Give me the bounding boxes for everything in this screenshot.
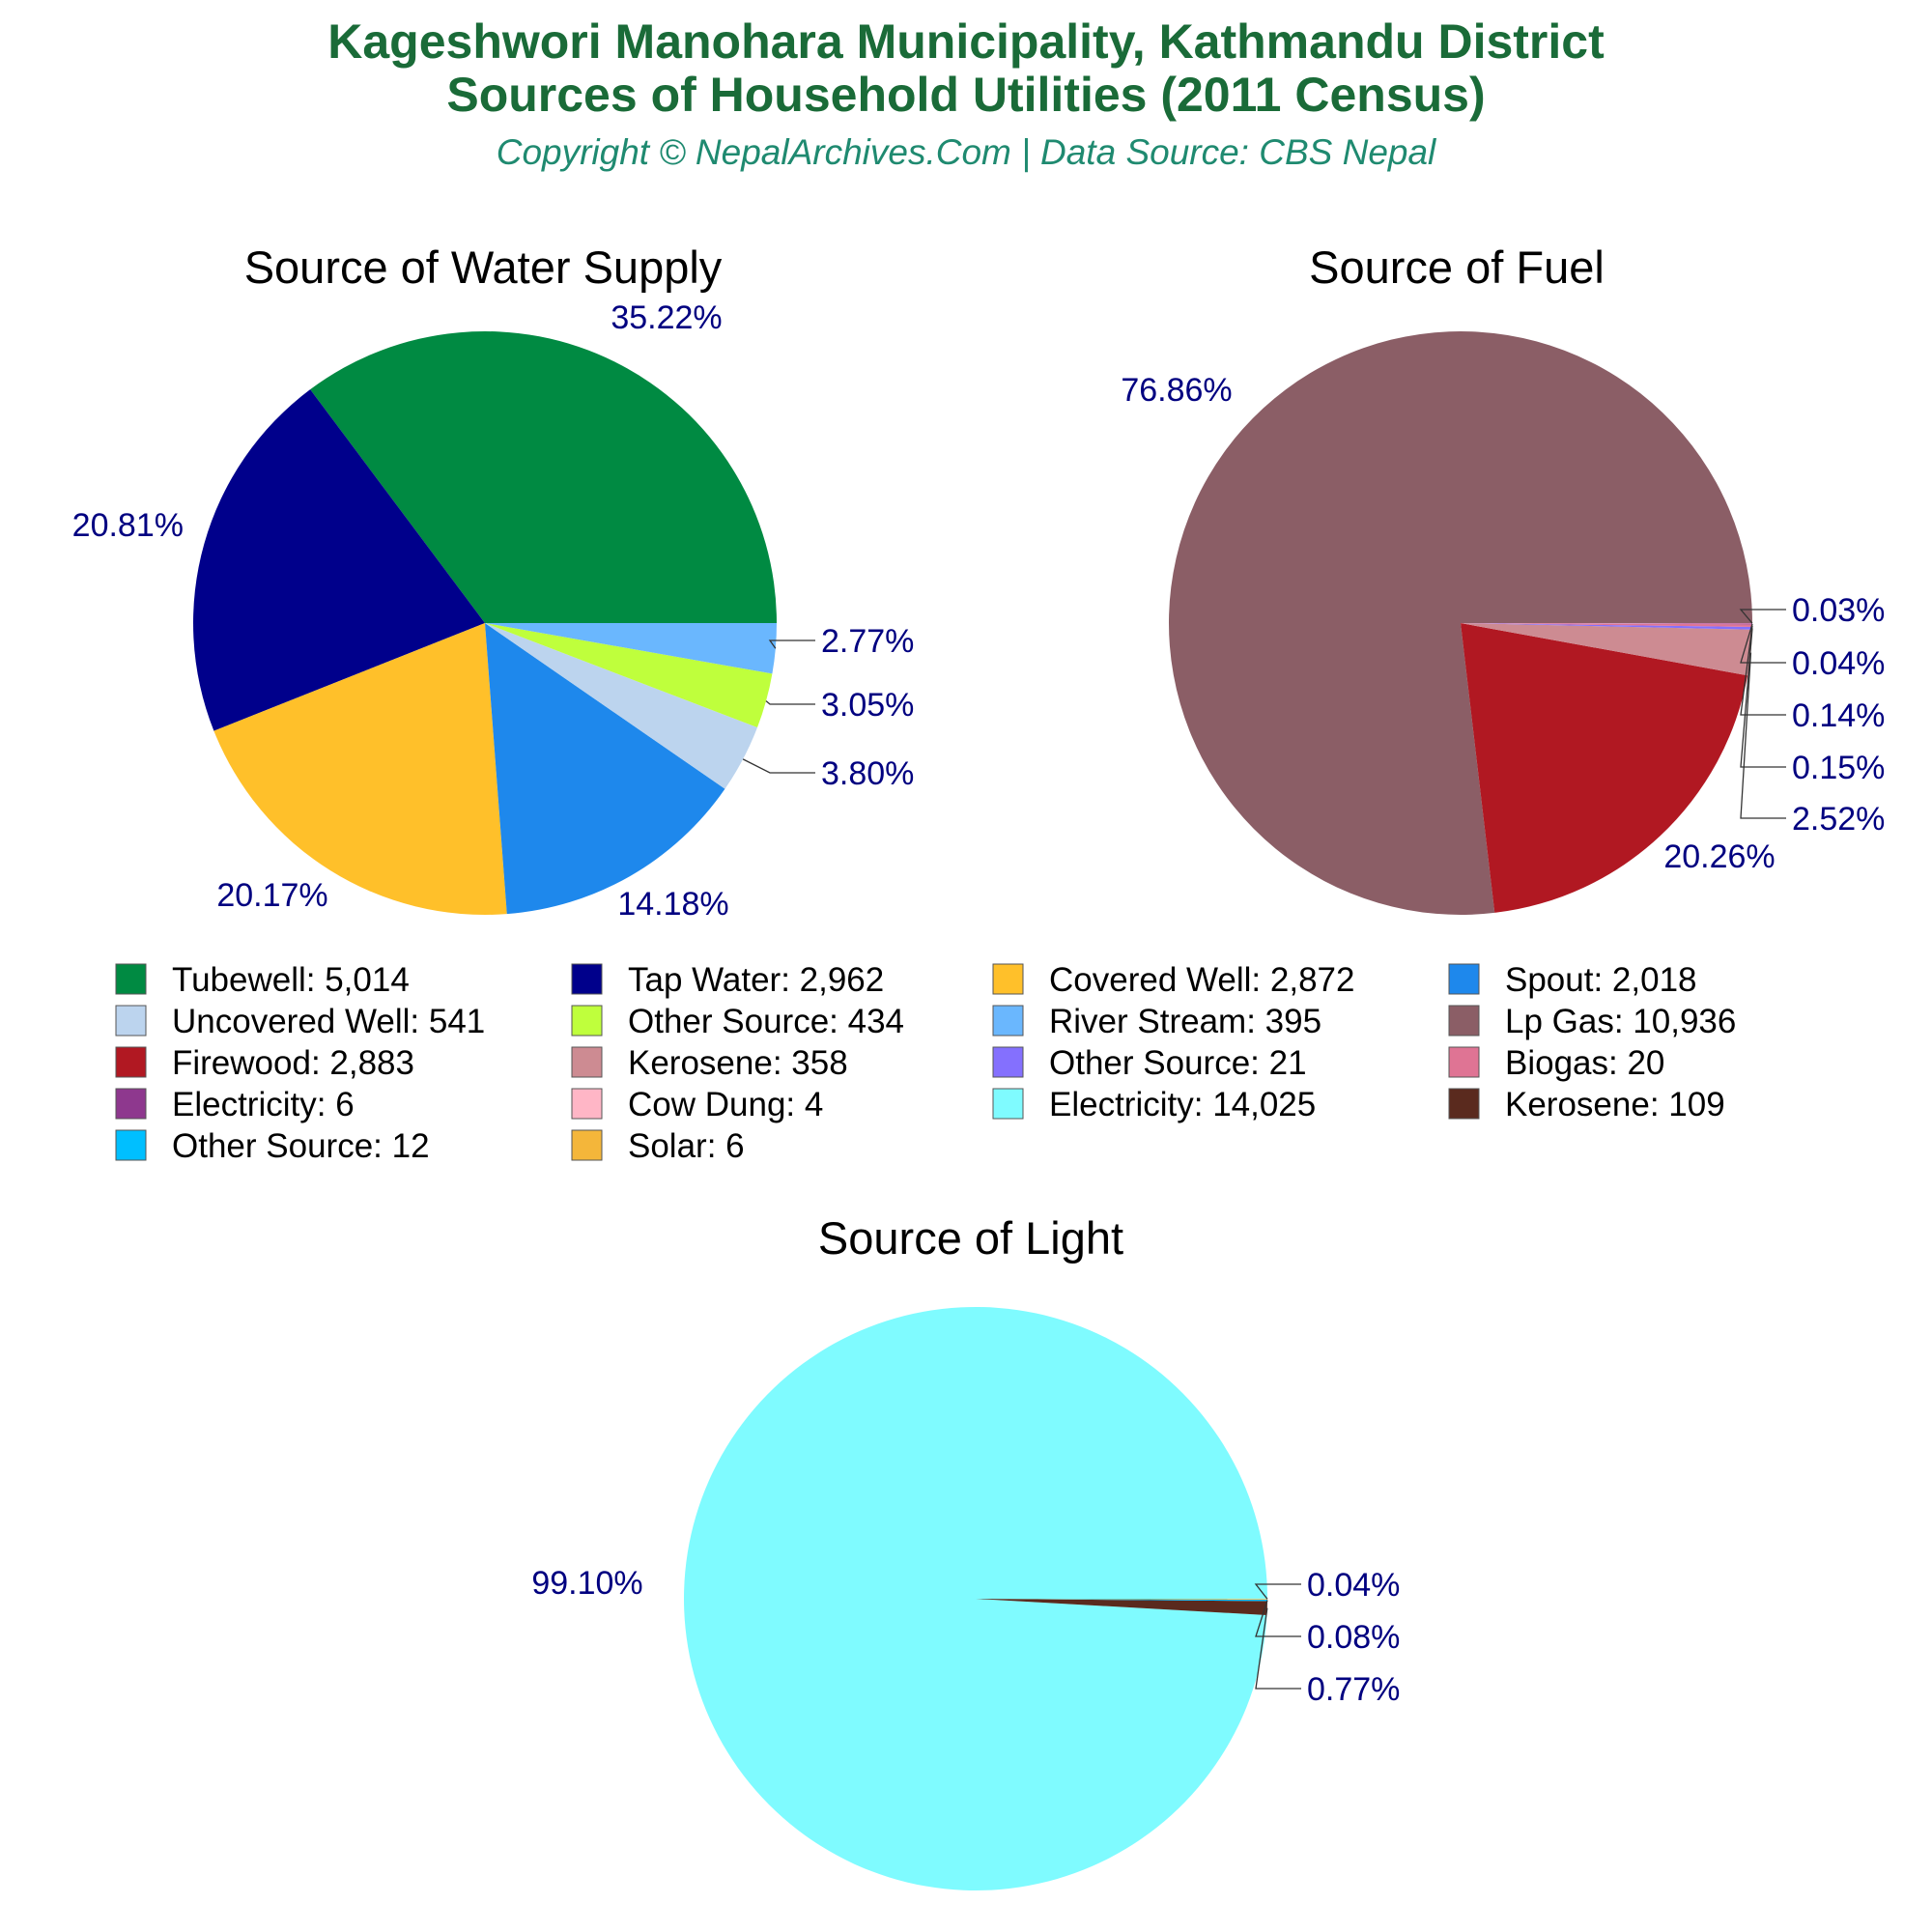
legend-swatch	[115, 963, 147, 995]
fuel-percent-label: 76.86%	[1121, 372, 1232, 409]
light-percent-label: 99.10%	[531, 1565, 642, 1602]
fuel-slice-firewood	[1461, 623, 1748, 913]
water-chart-title: Source of Water Supply	[244, 242, 723, 293]
legend: Tubewell: 5,014 Tap Water: 2,962 Covered W…	[115, 961, 1736, 1165]
legend-swatch	[992, 963, 1024, 995]
legend-entry-lp-gas: Lp Gas: 10,936	[1505, 1003, 1736, 1040]
water-slice-uncovered-well	[485, 623, 758, 789]
legend-entry-tap-water: Tap Water: 2,962	[628, 961, 884, 999]
fuel-slice-biogas	[1461, 623, 1752, 628]
water-slice-covered-well	[213, 623, 507, 915]
fuel-percent-label: 0.04%	[1792, 645, 1885, 682]
legend-swatch	[571, 1005, 603, 1037]
fuel-slice-kerosene	[1461, 623, 1752, 676]
legend-swatch	[571, 963, 603, 995]
fuel-percent-label: 20.26%	[1663, 838, 1775, 875]
legend-swatch	[571, 1088, 603, 1120]
legend-swatch	[1448, 963, 1480, 995]
legend-entry-spout: Spout: 2,018	[1505, 961, 1697, 999]
water-percent-label: 3.80%	[821, 755, 914, 792]
legend-entry-firewood: Firewood: 2,883	[172, 1044, 414, 1082]
legend-entry-uncovered-well: Uncovered Well: 541	[172, 1003, 485, 1040]
fuel-slice-electricity	[1461, 623, 1752, 625]
fuel-leader-line-other-source	[1740, 628, 1786, 768]
fuel-leader-line-electricity	[1740, 623, 1786, 664]
water-percent-label: 14.18%	[617, 886, 728, 923]
light-pie: 99.10% 0.77% 0.08% 0.04%	[531, 1306, 1400, 1890]
legend-entry-solar: Solar: 6	[628, 1127, 745, 1165]
light-slice-kerosene	[976, 1599, 1267, 1616]
light-slice-other-source	[976, 1599, 1267, 1602]
water-leader-line-river-stream	[768, 639, 815, 649]
water-slice-tap-water	[192, 389, 485, 731]
water-percent-label: 35.22%	[611, 299, 722, 336]
light-leader-line-solar	[1254, 1583, 1301, 1600]
fuel-percent-label: 0.14%	[1792, 697, 1885, 734]
water-leader-line-uncovered-well	[742, 758, 815, 774]
legend-entry-covered-well: Covered Well: 2,872	[1049, 961, 1354, 999]
legend-entry-other-source: Other Source: 12	[172, 1127, 430, 1165]
water-slice-tubewell	[310, 330, 778, 623]
legend-swatch	[571, 1046, 603, 1078]
copyright-subtitle: Copyright © NepalArchives.Com | Data Sou…	[497, 132, 1437, 172]
water-slice-spout	[485, 623, 725, 915]
legend-swatch	[115, 1088, 147, 1120]
legend-entry-other-source: Other Source: 21	[1049, 1044, 1307, 1082]
legend-swatch	[115, 1046, 147, 1078]
legend-entry-kerosene: Kerosene: 109	[1505, 1086, 1725, 1123]
water-leader-line-other-source	[765, 700, 815, 705]
fuel-leader-line-kerosene	[1740, 652, 1786, 819]
water-percent-label: 2.77%	[821, 623, 914, 660]
fuel-percent-label: 0.03%	[1792, 592, 1885, 629]
light-leader-line-other-source	[1255, 1600, 1301, 1637]
legend-entry-electricity: Electricity: 14,025	[1049, 1086, 1316, 1123]
fuel-slice-cow-dung	[1461, 623, 1752, 624]
light-percent-label: 0.08%	[1307, 1619, 1400, 1656]
water-percent-label: 3.05%	[821, 687, 914, 724]
legend-swatch	[115, 1129, 147, 1161]
light-slice-electricity	[684, 1306, 1267, 1890]
fuel-percent-label: 0.15%	[1792, 750, 1885, 786]
light-percent-label: 0.77%	[1307, 1671, 1400, 1708]
legend-entry-electricity: Electricity: 6	[172, 1086, 355, 1123]
legend-entry-kerosene: Kerosene: 358	[628, 1044, 848, 1082]
legend-entry-cow-dung: Cow Dung: 4	[628, 1086, 823, 1123]
legend-swatch	[1448, 1046, 1480, 1078]
legend-swatch	[115, 1005, 147, 1037]
light-chart-title: Source of Light	[818, 1212, 1123, 1264]
legend-entry-river-stream: River Stream: 395	[1049, 1003, 1321, 1040]
light-leader-line-kerosene	[1255, 1607, 1301, 1690]
fuel-leader-line-biogas	[1740, 625, 1786, 716]
water-slice-river-stream	[485, 623, 777, 674]
legend-entry-tubewell: Tubewell: 5,014	[172, 961, 410, 999]
legend-entry-biogas: Biogas: 20	[1505, 1044, 1664, 1082]
fuel-percent-label: 2.52%	[1792, 801, 1885, 838]
water-supply-pie: 35.22% 20.81% 20.17% 14.18% 3.80% 3.05% 2.77%	[72, 299, 915, 923]
legend-swatch	[992, 1005, 1024, 1037]
fuel-pie: 76.86% 20.26% 2.52% 0.15% 0.14% 0.04% 0.03%	[1121, 331, 1885, 916]
legend-swatch	[1448, 1005, 1480, 1037]
main-title-line2: Sources of Household Utilities (2011 Cen…	[446, 68, 1485, 122]
fuel-leader-line-cow-dung	[1739, 609, 1786, 624]
light-percent-label: 0.04%	[1307, 1567, 1400, 1604]
water-slice-other-source	[485, 623, 773, 728]
legend-swatch	[992, 1046, 1024, 1078]
water-percent-label: 20.81%	[72, 507, 184, 544]
main-title-line1: Kageshwori Manohara Municipality, Kathma…	[327, 14, 1605, 69]
legend-swatch	[992, 1088, 1024, 1120]
water-percent-label: 20.17%	[216, 877, 327, 914]
fuel-slice-other-source	[1461, 623, 1752, 630]
legend-swatch	[571, 1129, 603, 1161]
fuel-chart-title: Source of Fuel	[1309, 242, 1605, 293]
legend-entry-other-source: Other Source: 434	[628, 1003, 904, 1040]
legend-swatch	[1448, 1088, 1480, 1120]
light-slice-solar	[976, 1599, 1267, 1600]
